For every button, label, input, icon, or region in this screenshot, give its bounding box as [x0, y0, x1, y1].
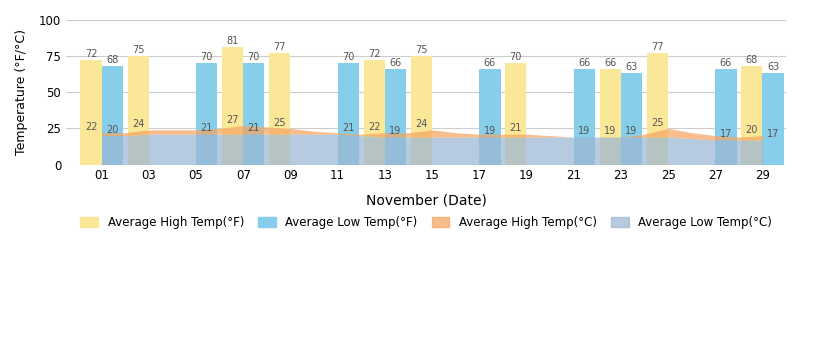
Text: 19: 19 [389, 126, 402, 136]
Text: 66: 66 [579, 58, 590, 68]
Text: 21: 21 [201, 123, 212, 134]
Bar [243, 63, 265, 164]
Text: 63: 63 [767, 62, 779, 72]
Text: 24: 24 [132, 119, 144, 129]
Legend: Average High Temp(°F), Average Low Temp(°F), Average High Temp(°C), Average Low : Average High Temp(°F), Average Low Temp(… [76, 211, 777, 234]
Text: 25: 25 [652, 118, 664, 128]
Text: 21: 21 [510, 123, 522, 134]
Text: 19: 19 [579, 126, 590, 136]
Text: 72: 72 [368, 49, 380, 59]
Bar [741, 66, 763, 164]
Text: 81: 81 [227, 36, 239, 46]
Bar [222, 47, 243, 164]
Text: 77: 77 [652, 42, 664, 52]
Text: 66: 66 [720, 58, 732, 68]
Text: 21: 21 [247, 123, 260, 134]
Text: 72: 72 [85, 49, 97, 59]
Bar [81, 60, 101, 164]
Text: 75: 75 [132, 45, 144, 55]
Text: 22: 22 [85, 122, 97, 132]
Bar [621, 73, 642, 164]
Text: 25: 25 [274, 118, 286, 128]
Bar [763, 73, 784, 164]
Bar [385, 69, 406, 164]
Text: 24: 24 [415, 119, 427, 129]
Text: 68: 68 [106, 55, 119, 65]
Text: 22: 22 [368, 122, 380, 132]
Text: 20: 20 [745, 125, 758, 135]
Text: 19: 19 [604, 126, 617, 136]
Y-axis label: Temperature (°F/°C): Temperature (°F/°C) [15, 29, 28, 155]
Text: 70: 70 [342, 52, 354, 62]
Bar [364, 60, 385, 164]
X-axis label: November (Date): November (Date) [366, 194, 486, 207]
Bar [338, 63, 359, 164]
Text: 27: 27 [227, 115, 239, 125]
Text: 66: 66 [604, 58, 617, 68]
Bar [269, 53, 290, 164]
Bar [101, 66, 123, 164]
Text: 70: 70 [201, 52, 212, 62]
Bar [479, 69, 500, 164]
Text: 68: 68 [745, 55, 758, 65]
Text: 19: 19 [625, 126, 637, 136]
Bar [574, 69, 595, 164]
Text: 63: 63 [625, 62, 637, 72]
Text: 21: 21 [342, 123, 354, 134]
Text: 17: 17 [767, 129, 779, 139]
Text: 19: 19 [484, 126, 496, 136]
Bar [715, 69, 736, 164]
Text: 70: 70 [510, 52, 522, 62]
Bar [599, 69, 621, 164]
Text: 20: 20 [106, 125, 119, 135]
Text: 66: 66 [484, 58, 496, 68]
Text: 66: 66 [389, 58, 402, 68]
Text: 75: 75 [415, 45, 427, 55]
Text: 77: 77 [274, 42, 286, 52]
Bar [505, 63, 526, 164]
Bar [411, 56, 432, 164]
Text: 70: 70 [247, 52, 260, 62]
Bar [647, 53, 668, 164]
Bar [128, 56, 149, 164]
Bar [196, 63, 217, 164]
Text: 17: 17 [720, 129, 732, 139]
